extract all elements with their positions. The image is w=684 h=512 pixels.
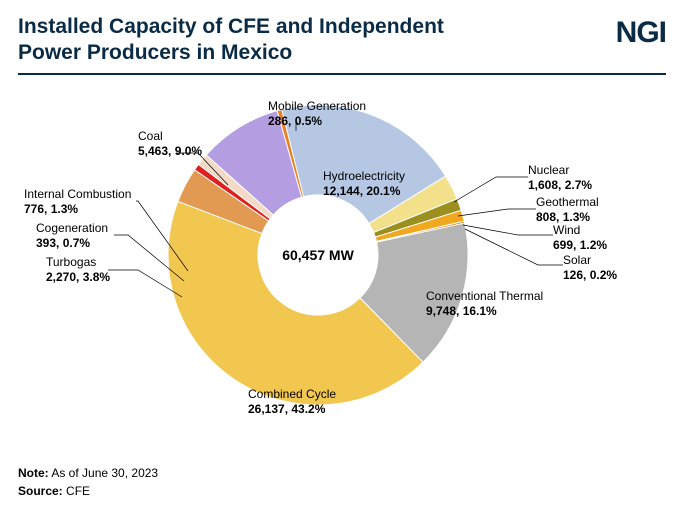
note-label: Note: xyxy=(18,466,49,480)
label-wind: Wind699, 1.2% xyxy=(553,223,607,253)
label-geothermal: Geothermal808, 1.3% xyxy=(536,195,599,225)
ngi-logo: NGI xyxy=(616,16,666,50)
leader-line xyxy=(463,225,553,235)
label-nuclear: Nuclear1,608, 2.7% xyxy=(528,163,592,193)
label-conventional-thermal: Conventional Thermal9,748, 16.1% xyxy=(426,289,543,319)
label-name: Combined Cycle xyxy=(248,387,336,402)
label-mobile-generation: Mobile Generation286, 0.5% xyxy=(268,99,366,129)
label-value: 12,144, 20.1% xyxy=(323,184,405,199)
label-value: 9,748, 16.1% xyxy=(426,304,543,319)
label-name: Turbogas xyxy=(46,255,110,270)
note-text: As of June 30, 2023 xyxy=(51,466,158,480)
label-name: Geothermal xyxy=(536,195,599,210)
label-name: Solar xyxy=(563,253,617,268)
label-name: Wind xyxy=(553,223,607,238)
donut-chart: 60,457 MW Hydroelectricity12,144, 20.1% N… xyxy=(18,75,666,465)
label-internal-combustion: Internal Combustion776, 1.3% xyxy=(24,187,131,217)
label-value: 2,270, 3.8% xyxy=(46,270,110,285)
center-total: 60,457 MW xyxy=(274,247,362,263)
label-coal: Coal5,463, 9.0% xyxy=(138,129,202,159)
label-name: Cogeneration xyxy=(36,221,108,236)
label-value: 286, 0.5% xyxy=(268,114,366,129)
label-name: Conventional Thermal xyxy=(426,289,543,304)
label-name: Hydroelectricity xyxy=(323,169,405,184)
source-label: Source: xyxy=(18,484,63,498)
label-hydroelectricity: Hydroelectricity12,144, 20.1% xyxy=(323,169,405,199)
label-name: Mobile Generation xyxy=(268,99,366,114)
note: Note: As of June 30, 2023 xyxy=(18,466,158,480)
label-combined-cycle: Combined Cycle26,137, 43.2% xyxy=(248,387,336,417)
label-value: 393, 0.7% xyxy=(36,236,108,251)
source: Source: CFE xyxy=(18,484,158,498)
chart-title: Installed Capacity of CFE and Independen… xyxy=(18,14,498,67)
page: Installed Capacity of CFE and Independen… xyxy=(0,0,684,512)
label-solar: Solar126, 0.2% xyxy=(563,253,617,283)
header: Installed Capacity of CFE and Independen… xyxy=(18,14,666,75)
label-turbogas: Turbogas2,270, 3.8% xyxy=(46,255,110,285)
label-value: 26,137, 43.2% xyxy=(248,402,336,417)
leader-line xyxy=(465,229,563,265)
label-value: 126, 0.2% xyxy=(563,268,617,283)
leader-line xyxy=(458,209,536,216)
label-name: Coal xyxy=(138,129,202,144)
label-value: 1,608, 2.7% xyxy=(528,178,592,193)
label-value: 776, 1.3% xyxy=(24,202,131,217)
source-text: CFE xyxy=(66,484,90,498)
label-name: Nuclear xyxy=(528,163,592,178)
label-cogeneration: Cogeneration393, 0.7% xyxy=(36,221,108,251)
label-name: Internal Combustion xyxy=(24,187,131,202)
footnotes: Note: As of June 30, 2023 Source: CFE xyxy=(18,462,158,498)
label-value: 699, 1.2% xyxy=(553,238,607,253)
label-value: 5,463, 9.0% xyxy=(138,144,202,159)
